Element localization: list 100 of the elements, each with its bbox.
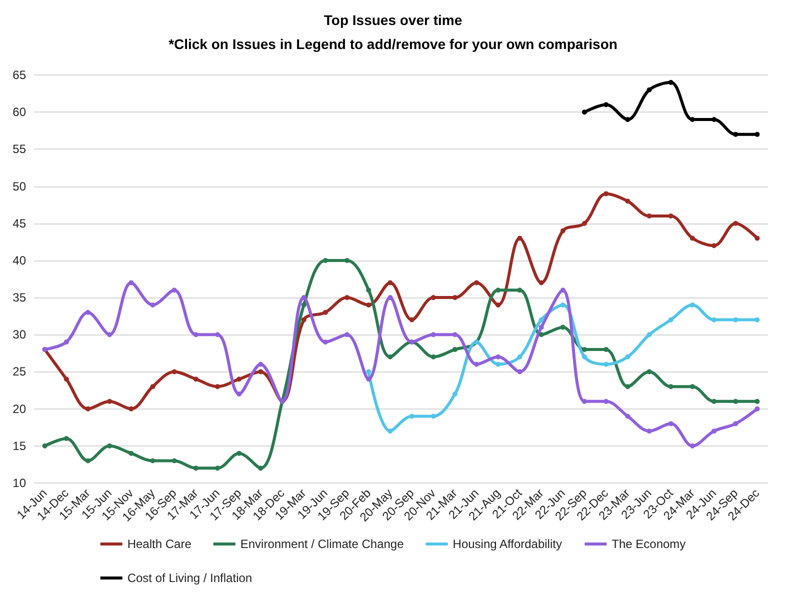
point (517, 369, 522, 374)
point (388, 280, 393, 286)
legend-label: The Economy (612, 537, 686, 551)
point (215, 384, 220, 390)
point (322, 258, 328, 263)
point (538, 324, 544, 330)
y-tick-label: 60 (12, 105, 26, 120)
point (625, 354, 630, 360)
point (517, 236, 522, 241)
point (754, 406, 760, 412)
point (322, 340, 328, 345)
point (712, 398, 717, 404)
point (496, 354, 501, 360)
point (322, 310, 328, 315)
point (258, 369, 264, 374)
point (560, 302, 566, 308)
y-tick-label: 10 (12, 476, 26, 490)
point (452, 391, 458, 396)
point (582, 398, 587, 404)
point (496, 302, 501, 308)
point (344, 295, 350, 300)
point (128, 406, 134, 412)
point (733, 317, 738, 322)
point (754, 132, 760, 137)
point (128, 450, 134, 456)
point (754, 398, 760, 404)
point (150, 458, 156, 464)
point (733, 132, 738, 137)
y-tick-label: 30 (12, 328, 26, 342)
point (258, 362, 264, 367)
point (646, 428, 652, 434)
point (538, 280, 544, 286)
legend-label: Environment / Climate Change (240, 537, 404, 551)
point (430, 354, 436, 360)
point (301, 302, 306, 308)
point (215, 466, 220, 471)
point (107, 443, 112, 448)
point (582, 110, 587, 115)
point (409, 317, 414, 322)
point (668, 80, 674, 85)
chart-title: Top Issues over time (324, 12, 462, 28)
point (430, 295, 436, 300)
point (668, 317, 674, 322)
point (258, 466, 264, 471)
point (366, 376, 372, 382)
point (733, 421, 738, 426)
point (366, 288, 372, 293)
point (517, 354, 522, 360)
legend-label: Health Care (127, 537, 192, 551)
point (690, 302, 695, 308)
point (690, 236, 695, 241)
point (604, 362, 609, 367)
y-tick-label: 25 (12, 364, 26, 379)
y-tick-label: 45 (12, 216, 26, 230)
point (107, 332, 112, 338)
point (107, 398, 112, 404)
point (604, 398, 609, 404)
point (388, 428, 393, 434)
point (582, 220, 587, 226)
point (712, 243, 717, 248)
point (625, 117, 630, 122)
point (85, 310, 90, 315)
point (366, 302, 372, 308)
point (604, 191, 609, 196)
y-tick-label: 50 (12, 179, 26, 194)
point (85, 458, 90, 464)
point (690, 384, 695, 390)
point (64, 436, 69, 441)
point (128, 280, 134, 286)
point (646, 87, 652, 92)
point (236, 450, 242, 456)
y-tick-label: 20 (12, 402, 26, 416)
point (150, 384, 156, 390)
point (754, 317, 760, 322)
point (64, 340, 69, 345)
point (690, 443, 695, 448)
point (668, 421, 674, 426)
point (668, 213, 674, 218)
point (301, 317, 306, 322)
point (452, 346, 458, 352)
point (474, 362, 480, 367)
point (754, 236, 760, 241)
point (474, 280, 480, 286)
y-tick-label: 65 (12, 68, 26, 82)
point (150, 302, 156, 308)
point (430, 414, 436, 419)
point (409, 414, 414, 419)
point (517, 288, 522, 293)
point (430, 332, 436, 338)
point (582, 346, 587, 352)
point (733, 220, 738, 226)
point (646, 332, 652, 338)
chart-subtitle: *Click on Issues in Legend to add/remove for your own comparison (168, 36, 618, 52)
legend-label: Cost of Living / Inflation (127, 571, 252, 585)
y-tick-label: 15 (12, 438, 26, 453)
point (582, 354, 587, 360)
point (452, 332, 458, 338)
point (625, 198, 630, 204)
point (712, 428, 717, 434)
point (172, 369, 177, 374)
